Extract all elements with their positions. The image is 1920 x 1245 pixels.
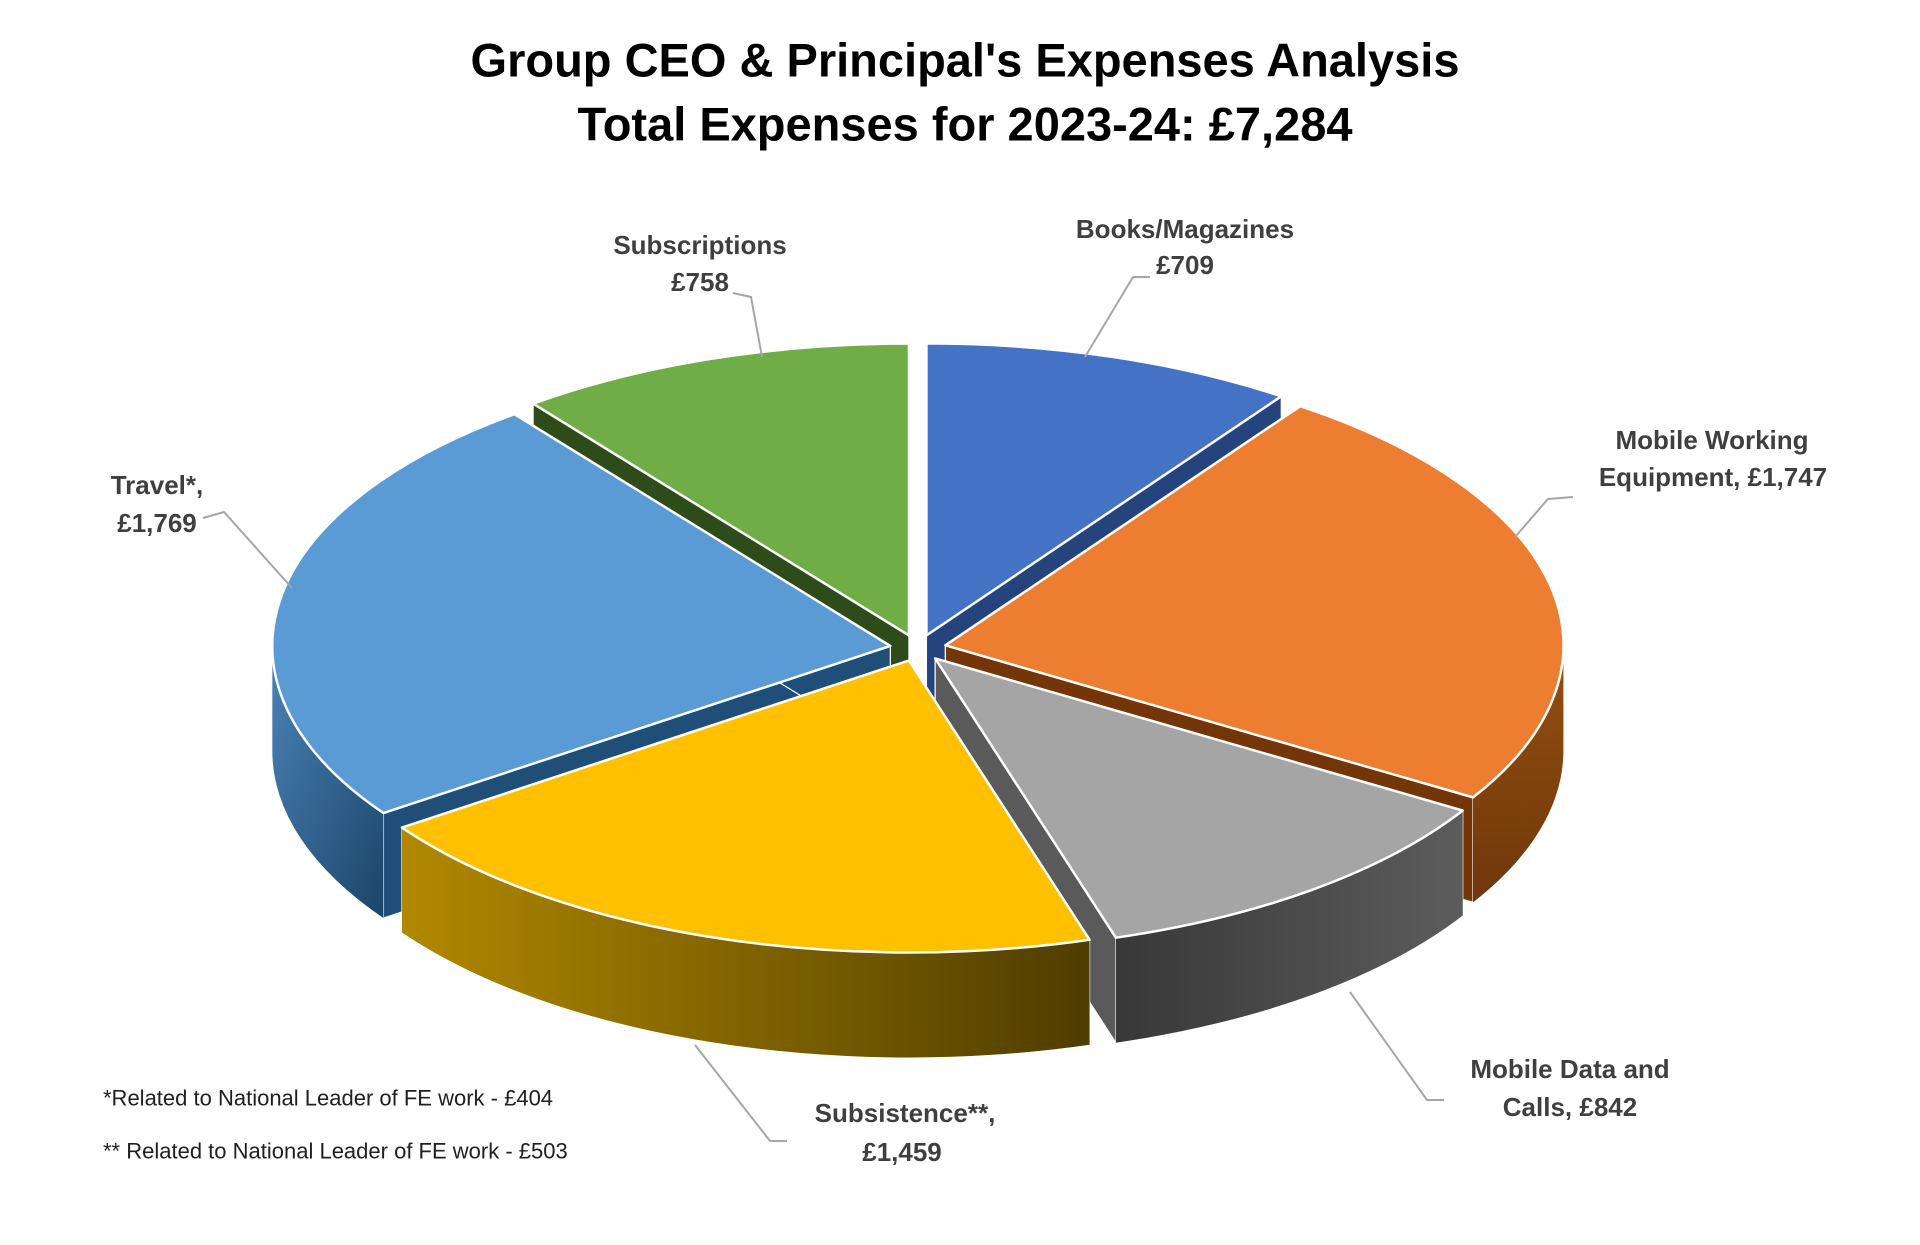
leader-travel [202,510,293,589]
label-subscriptions-line1: Subscriptions [613,230,786,260]
slice-labels: Books/Magazines £709 Mobile Working Equi… [111,214,1827,1167]
label-travel-line2: £1,769 [117,508,197,538]
footnote-subsistence: ** Related to National Leader of FE work… [103,1139,568,1164]
leader-subsistence [694,1044,787,1142]
chart-title-line2: Total Expenses for 2023-24: £7,284 [577,98,1352,151]
footnote-travel: *Related to National Leader of FE work -… [103,1086,553,1111]
slice-top-face [531,342,911,637]
label-books-magazines-line2: £709 [1156,250,1214,280]
label-books-magazines-line1: Books/Magazines [1076,214,1294,244]
label-mobile-data-line2: Calls, £842 [1503,1092,1637,1122]
slice-top-face [271,412,892,815]
slice-top-face [933,657,1464,939]
leader-subscriptions [732,292,763,358]
label-mobile-data-line1: Mobile Data and [1470,1054,1669,1084]
slice-top-face [400,659,1091,954]
leader-books-magazines [1084,276,1150,358]
label-mobile-working-line1: Mobile Working [1615,425,1808,455]
label-travel-line1: Travel*, [111,470,204,500]
slice-rim-wall [272,645,384,919]
slice-rim-wall [1472,645,1564,903]
label-mobile-working-line2: Equipment, £1,747 [1599,462,1827,492]
pie-slices-layer [271,342,1565,1058]
leader-lines [202,276,1574,1142]
label-subscriptions-line2: £758 [671,267,729,297]
slice-top-face [925,342,1283,637]
pie-slice-subsistence[interactable] [400,659,1091,1058]
leader-mobile-working [1514,496,1574,538]
leader-mobile-data [1349,991,1444,1101]
label-subsistence-line2: £1,459 [862,1137,942,1167]
slice-top-face [944,404,1565,799]
chart-title-line1: Group CEO & Principal's Expenses Analysi… [471,34,1460,87]
label-subsistence-line1: Subsistence**, [815,1098,996,1128]
slice-rim-wall [1115,810,1463,1043]
